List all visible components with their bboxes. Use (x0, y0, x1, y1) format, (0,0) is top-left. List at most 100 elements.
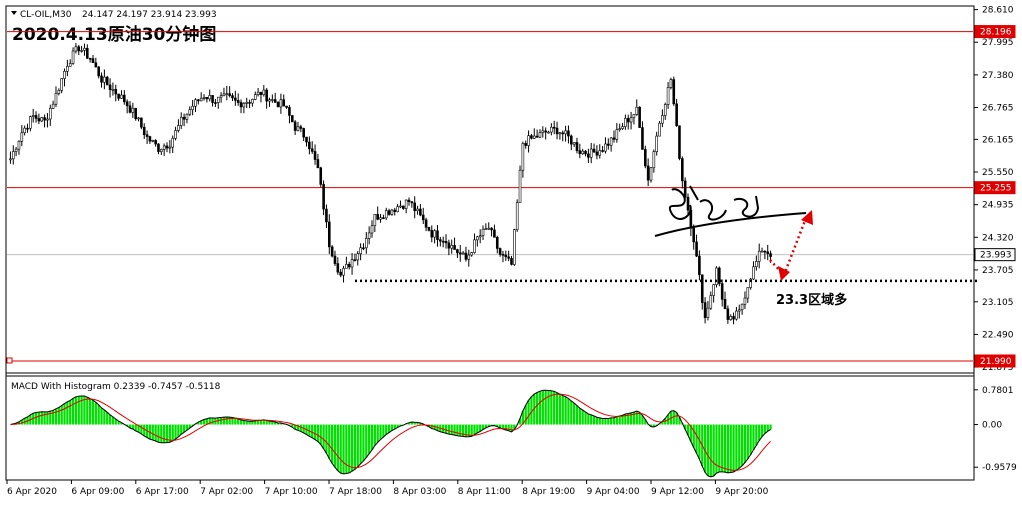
candle-body (328, 222, 330, 247)
candle-body (29, 117, 31, 129)
candle-body (192, 106, 194, 109)
macd-histogram-bar (354, 425, 356, 470)
candle-body (710, 296, 712, 309)
time-tick-label: 9 Apr 20:00 (715, 487, 768, 497)
candle-body (314, 151, 316, 159)
candle-body (693, 228, 695, 242)
macd-histogram-bar (314, 425, 316, 440)
macd-histogram-bar (174, 425, 176, 439)
candle-body (465, 253, 467, 259)
macd-histogram-bar (320, 425, 322, 445)
macd-histogram-bar (172, 425, 174, 441)
candle-body (35, 115, 37, 118)
candle-body (126, 102, 128, 106)
candle-body (27, 128, 29, 129)
macd-histogram-bar (593, 416, 595, 425)
candle-body (519, 170, 521, 202)
candle-body (21, 133, 23, 142)
candle-body (636, 107, 638, 114)
macd-histogram-bar (584, 412, 586, 425)
macd-histogram-bar (587, 414, 589, 425)
candle-body (75, 47, 77, 51)
candle-body (32, 115, 34, 116)
candle-body (399, 206, 401, 207)
candle-body (95, 63, 97, 67)
chart-title: 2020.4.13原油30分钟图 (12, 24, 216, 45)
macd-histogram-bar (738, 425, 740, 469)
candle-body (610, 138, 612, 145)
candle-body (681, 159, 683, 181)
macd-histogram-bar (547, 391, 549, 425)
candle-body (394, 210, 396, 211)
candle-body (237, 100, 239, 102)
macd-histogram-bar (764, 425, 766, 434)
candle-body (485, 229, 487, 230)
candle-body (511, 258, 513, 264)
chart-frame (6, 6, 974, 480)
candle-body (249, 102, 251, 103)
candle-body (160, 149, 162, 151)
macd-histogram-bar (368, 425, 370, 454)
candle-body (548, 132, 550, 133)
candle-body (180, 117, 182, 125)
candle-body (647, 166, 649, 180)
macd-histogram-bar (744, 425, 746, 463)
candle-body (770, 254, 772, 257)
candle-body (573, 142, 575, 144)
candle-body (41, 118, 43, 121)
candle-body (9, 159, 11, 160)
macd-histogram-bar (154, 425, 156, 441)
macd-histogram-bar (712, 425, 714, 476)
candle-body (730, 316, 732, 319)
candle-body (308, 142, 310, 149)
candle-body (633, 114, 635, 117)
candle-body (81, 50, 83, 51)
macd-histogram-bar (727, 425, 729, 473)
candle-body (286, 106, 288, 107)
candle-body (288, 107, 290, 115)
price-tick-label: 27.995 (982, 38, 1014, 48)
macd-histogram-bar (707, 425, 709, 476)
macd-histogram-bar (579, 408, 581, 424)
candle-body (425, 220, 427, 228)
candle-body (12, 152, 14, 159)
candle-body (209, 95, 211, 99)
candle-body (448, 243, 450, 248)
candle-body (66, 66, 68, 71)
macd-histogram-bar (58, 407, 60, 424)
candle-body (476, 237, 478, 240)
candle-body (419, 209, 421, 215)
candle-body (177, 125, 179, 130)
candle-body (462, 253, 464, 254)
macd-histogram-bar (570, 401, 572, 425)
macd-histogram-bar (240, 420, 242, 425)
candle-body (24, 128, 26, 133)
candle-body (231, 96, 233, 98)
candle-body (351, 260, 353, 267)
candle-body (257, 92, 259, 94)
candle-body (667, 87, 669, 104)
price-tick-label: 25.550 (982, 168, 1014, 178)
candle-body (86, 48, 88, 58)
candle-body (317, 160, 319, 168)
candle-body (499, 248, 501, 254)
candle-body (590, 149, 592, 157)
candle-body (650, 168, 652, 180)
macd-histogram-bar (311, 425, 313, 438)
candle-body (55, 93, 57, 104)
candle-body (311, 149, 313, 152)
price-tick-label: 26.765 (982, 104, 1014, 114)
macd-histogram-bar (445, 425, 447, 434)
candle-body (254, 95, 256, 100)
candle-body (340, 272, 342, 275)
macd-histogram-bar (693, 425, 695, 448)
candle-body (604, 144, 606, 151)
candle-body (542, 131, 544, 133)
candle-body (203, 97, 205, 98)
macd-histogram-bar (109, 415, 111, 425)
candle-body (214, 103, 216, 104)
candle-body (530, 136, 532, 139)
macd-histogram-bar (337, 425, 339, 471)
